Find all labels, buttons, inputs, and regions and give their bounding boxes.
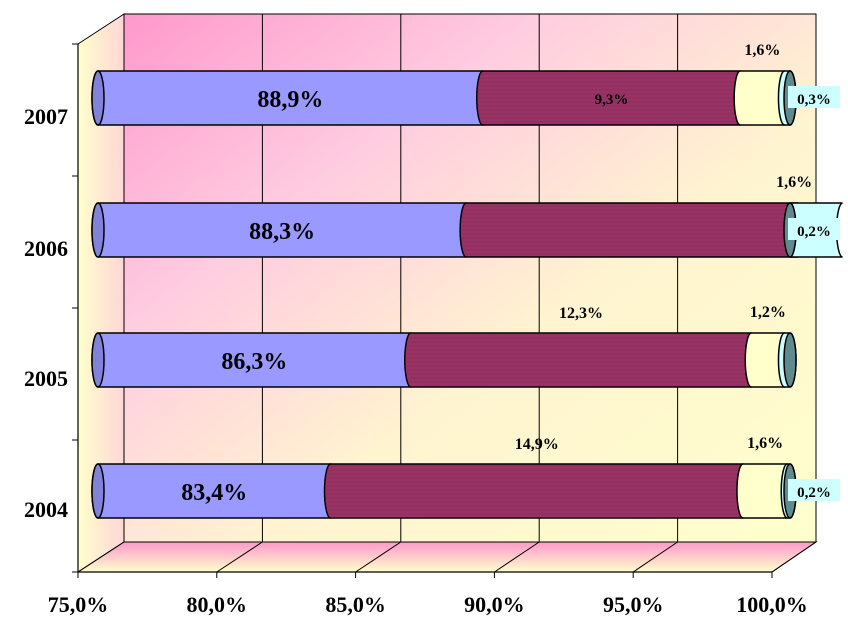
data-label: 88,3% [249,219,315,245]
data-label-box [788,479,840,501]
data-label: 0,2% [797,485,831,501]
bar-end-cap [783,332,797,388]
category-label: 2004 [24,497,68,522]
gridline-floor [355,541,402,573]
bar-cap-left [91,332,105,388]
data-label-box [788,86,840,108]
data-label: 9,3% [595,92,629,108]
data-label: 0,2% [797,224,831,240]
data-label: 1,6% [744,42,780,59]
data-label: 1,6% [747,435,783,452]
chart-bars [91,70,843,519]
data-label: 1,2% [750,304,786,321]
category-label: 2007 [24,104,68,129]
gridline-floor [771,541,817,573]
floor [76,541,818,573]
data-label: 88,9% [257,87,323,113]
bar-segment-texture [404,333,758,387]
x-tick-label: 90,0% [464,592,525,617]
data-label: 12,3% [559,305,603,322]
gridline-floor [632,541,678,573]
category-label: 2006 [24,236,68,261]
gridline-floor [216,541,263,573]
data-label: 83,4% [181,480,247,506]
data-label: 0,3% [797,92,831,108]
x-tick-label: 75,0% [48,592,109,617]
x-tick-label: 85,0% [325,592,386,617]
x-tick-label: 80,0% [187,592,248,617]
x-tick-label: 95,0% [603,592,664,617]
category-label: 2005 [24,366,68,391]
bar-cap-left [91,70,105,126]
data-label: 1,6% [776,174,812,191]
bar-cap-left [91,463,105,519]
chart-axes [72,43,773,578]
gridline-floor [77,541,125,573]
bar-segment-texture [324,464,749,518]
data-label: 86,3% [221,349,287,375]
x-tick-label: 100,0% [736,592,808,617]
bar-cap-left [91,202,105,258]
bar-segment-texture [476,71,747,125]
data-label: 14,9% [515,436,559,453]
chart-labels: 75,0% 80,0% 85,0% 90,0% 95,0% 100,0% 88,9% 9,3%… [24,42,840,617]
bar-segment-texture [460,203,796,257]
data-label-box [788,218,840,240]
gridline-floor [494,541,540,573]
